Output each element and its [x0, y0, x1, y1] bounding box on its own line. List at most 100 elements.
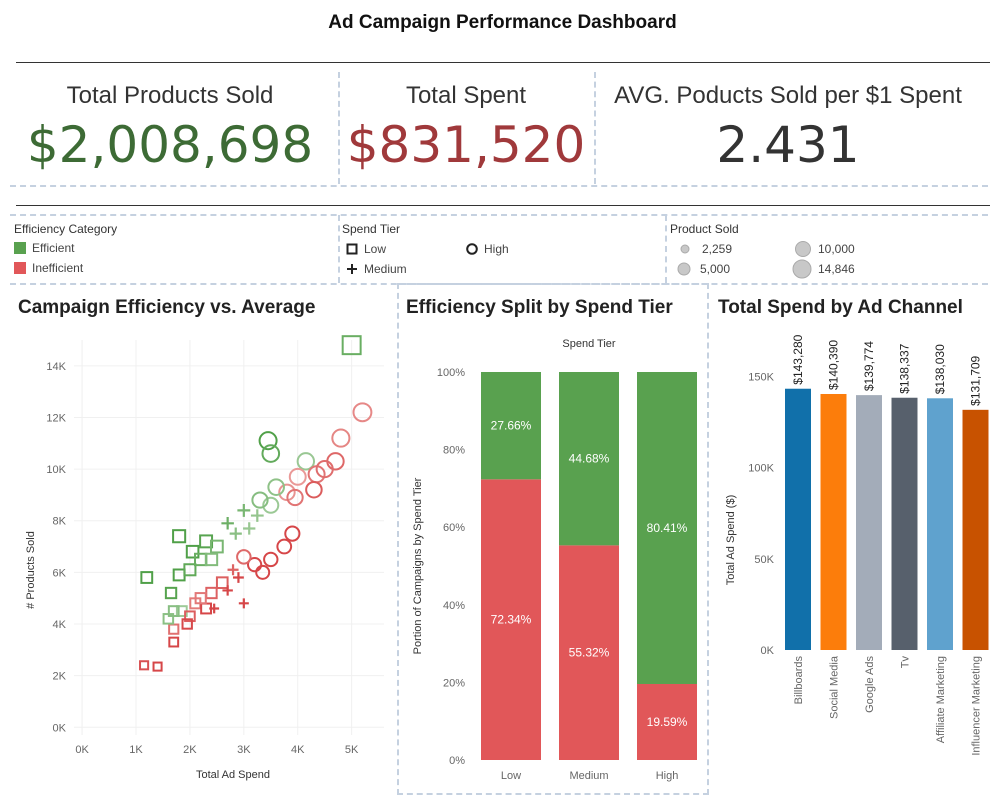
channel-bar-label: $139,774 [862, 341, 876, 391]
scatter-point-plus [238, 598, 249, 609]
stacked-y-tick: 0% [449, 755, 465, 767]
channel-bar [785, 388, 811, 650]
scatter-x-tick: 5K [345, 744, 359, 756]
kpi-separator [338, 72, 340, 184]
size-circle-icon [680, 244, 690, 254]
inefficient-swatch [14, 262, 26, 274]
scatter-point-circle [288, 467, 307, 486]
scatter-point-plus [221, 517, 234, 530]
efficiency-legend-title: Efficiency Category [14, 222, 118, 236]
scatter-point-square [183, 563, 197, 577]
scatter-point-square [172, 529, 187, 544]
scatter-y-tick: 10K [46, 464, 66, 476]
scatter-x-tick: 0K [75, 744, 89, 756]
scatter-point-square [168, 636, 180, 648]
stacked-bar-segment [481, 372, 541, 480]
scatter-point-circle [331, 428, 351, 448]
stacked-bar-label: 27.66% [491, 419, 532, 433]
stacked-bar-segment [637, 683, 697, 760]
legend-item-low[interactable]: Low [346, 242, 386, 256]
stacked-y-tick: 20% [443, 677, 465, 689]
legend-size-item: 2,259 [678, 242, 732, 256]
scatter-point-plus [237, 503, 251, 517]
stacked-y-tick: 80% [443, 445, 465, 457]
scatter-point-plus [233, 572, 244, 583]
channel-y-tick: 100K [748, 463, 774, 475]
scatter-point-square [152, 661, 163, 672]
channel-bar-label: $138,337 [898, 343, 912, 393]
legend-size-item: 5,000 [676, 261, 730, 277]
kpi-products-label: Total Products Sold [66, 82, 274, 109]
scatter-point-square [168, 623, 180, 635]
stacked-bar-segment [559, 545, 619, 760]
scatter-y-tick: 8K [53, 516, 67, 528]
scatter-point-square [164, 586, 178, 600]
scatter-x-tick: 2K [183, 744, 197, 756]
scatter-point-plus [227, 564, 239, 576]
stacked-title: Efficiency Split by Spend Tier [406, 297, 673, 318]
stacked-x-tick: Medium [569, 770, 608, 782]
stacked-x-tick: Low [501, 770, 521, 782]
scatter-point-circle [326, 452, 345, 471]
scatter-point-circle [305, 480, 323, 499]
scatter-point-square [139, 660, 150, 671]
legend-separator [665, 215, 667, 283]
legend-label: 2,259 [702, 242, 733, 256]
selected-panel-frame[interactable] [397, 283, 709, 795]
channel-bar [927, 398, 953, 650]
legend-label: Low [364, 242, 387, 256]
legend-item-medium[interactable]: Medium [346, 262, 407, 276]
efficient-swatch [14, 242, 26, 254]
kpi-separator [594, 72, 596, 184]
legend-size-item: 10,000 [794, 240, 855, 258]
legend-item-inefficient[interactable]: Inefficient [14, 261, 117, 275]
stacked-bar-segment [637, 372, 697, 684]
stacked-bar-segment [559, 372, 619, 546]
stacked-y-tick: 40% [443, 600, 465, 612]
scatter-point-circle [286, 488, 304, 507]
scatter-point-circle [284, 525, 301, 542]
title-divider [16, 62, 990, 63]
scatter-point-circle [262, 496, 280, 514]
dashboard-title: Ad Campaign Performance Dashboard [328, 12, 677, 33]
scatter-point-square [194, 592, 207, 605]
scatter-y-tick: 12K [46, 412, 66, 424]
legend-item-efficient[interactable]: Efficient [14, 241, 117, 255]
channel-x-tick: Tv [900, 656, 912, 669]
channel-y-tick: 0K [761, 645, 775, 657]
channel-x-tick: Google Ads [864, 656, 876, 713]
channel-y-label: Total Ad Spend ($) [725, 495, 737, 586]
product-sold-legend-title: Product Sold [670, 222, 739, 236]
scatter-point-square [140, 571, 154, 584]
channel-bar-chart: Total Ad Spend ($) 0K 50K 100K 150K $143,280… [725, 334, 989, 756]
scatter-point-square [209, 539, 224, 554]
scatter-point-square [194, 552, 208, 567]
stacked-y-tick: 100% [437, 367, 465, 379]
kpi-spent-label: Total Spent [405, 82, 527, 109]
scatter-point-circle [296, 452, 316, 471]
stacked-bar-label: 44.68% [569, 452, 610, 466]
channel-bar [820, 393, 847, 650]
product-sold-legend: Product Sold 2,259 10,000 5,000 14,846 [670, 222, 990, 282]
scatter-y-tick: 2K [53, 671, 67, 683]
scatter-x-tick: 3K [237, 744, 251, 756]
stacked-bar-chart: Spend Tier Portion of Campaigns by Spend… [412, 338, 697, 782]
scatter-point-plus [222, 585, 233, 596]
scatter-point-square [172, 568, 186, 582]
scatter-point-circle [352, 402, 373, 423]
scatter-x-label: Total Ad Spend [196, 769, 270, 781]
scatter-point-square [181, 618, 193, 630]
kpi-bottom-divider [10, 185, 988, 187]
channel-bar [962, 409, 989, 650]
scatter-point-circle [251, 491, 269, 509]
scatter-point-plus [209, 603, 220, 614]
scatter-point-plus [250, 509, 264, 522]
scatter-point-circle [255, 564, 271, 580]
channel-bar-label: $131,709 [969, 355, 983, 405]
scatter-point-circle [247, 557, 263, 573]
scatter-point-square [184, 610, 196, 623]
legend-label: Efficient [32, 241, 75, 255]
scatter-point-circle [236, 549, 252, 565]
legend-item-high[interactable]: High [466, 242, 509, 256]
channel-bar-label: $140,390 [827, 340, 841, 390]
